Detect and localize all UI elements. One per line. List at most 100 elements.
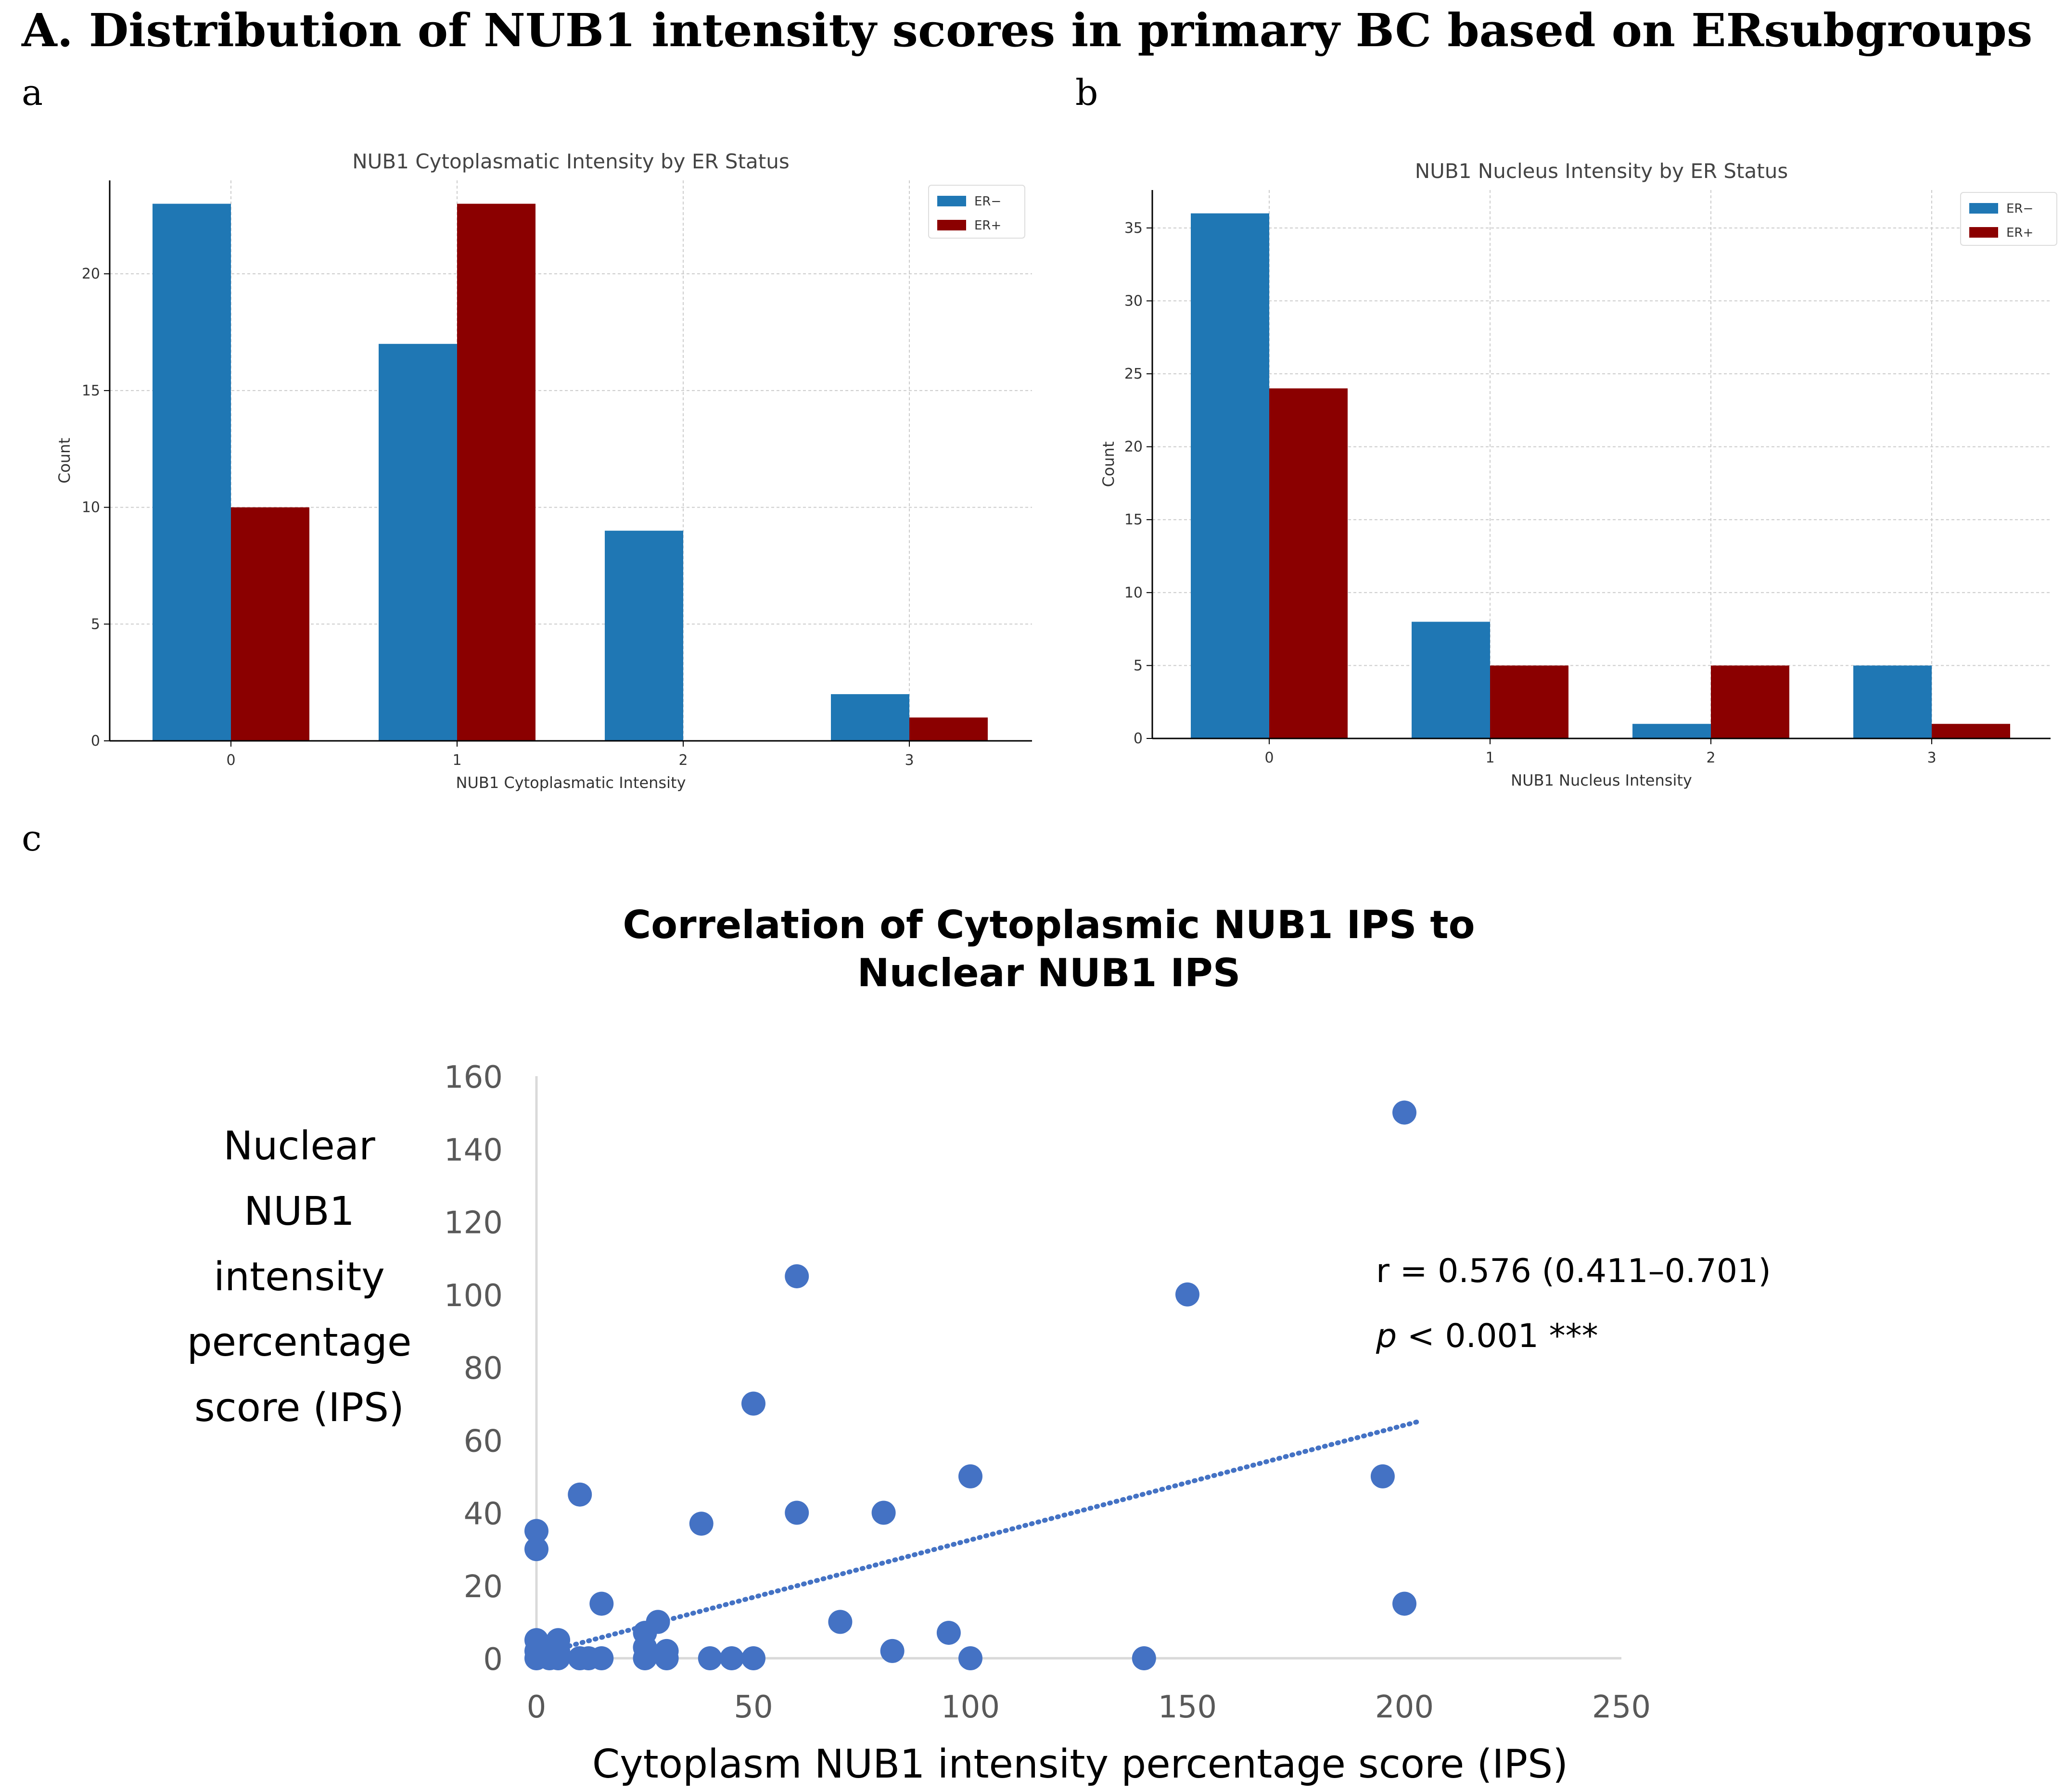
bar-er-pos-3: [1932, 724, 2010, 738]
p-symbol: p: [1376, 1317, 1397, 1355]
legend-swatch-er-neg: [937, 196, 966, 206]
y-tick-label: 15: [82, 382, 100, 399]
y-tick-label: 60: [464, 1423, 503, 1459]
bar-er-neg-3: [831, 694, 909, 741]
x-axis-title: NUB1 Nucleus Intensity: [1511, 771, 1692, 789]
bar-er-neg-0: [153, 203, 231, 741]
scatter-point: [828, 1610, 853, 1634]
scatter-point: [698, 1646, 722, 1670]
x-tick-label: 0: [1264, 750, 1274, 766]
bar-er-pos-0: [1269, 388, 1348, 738]
scatter-point: [654, 1646, 679, 1670]
x-axis-title: Cytoplasm NUB1 intensity percentage scor…: [592, 1741, 1568, 1787]
y-tick-label: 0: [483, 1642, 503, 1678]
scatter-point: [546, 1646, 571, 1670]
scatter-point: [1392, 1100, 1416, 1125]
y-axis-title-line-3: intensity: [214, 1254, 385, 1300]
panel-label-a: a: [22, 72, 43, 114]
legend-swatch-er-neg: [1969, 203, 1998, 214]
y-tick-label: 0: [91, 733, 100, 750]
y-axis-title-line-1: Nuclear: [223, 1123, 375, 1169]
y-tick-label: 25: [1124, 366, 1143, 382]
scatter-point: [871, 1500, 896, 1525]
y-tick-label: 10: [1124, 585, 1143, 601]
y-tick-label: 160: [444, 1060, 503, 1095]
panel-label-b: b: [1075, 72, 1098, 114]
x-tick-label: 2: [678, 752, 688, 769]
x-tick-label: 3: [1927, 750, 1936, 766]
scatter-point: [1370, 1464, 1395, 1488]
scatter-point: [589, 1591, 614, 1616]
y-tick-label: 40: [464, 1497, 503, 1532]
y-tick-label: 20: [82, 266, 100, 282]
x-tick-label: 0: [226, 752, 235, 769]
bar-er-neg-3: [1853, 665, 1932, 738]
y-tick-label: 140: [444, 1132, 503, 1168]
scatter-point: [689, 1512, 714, 1536]
scatter-point: [524, 1519, 548, 1543]
x-tick-label: 2: [1706, 750, 1715, 766]
y-tick-label: 35: [1124, 220, 1143, 237]
chart-a-cytoplasmatic-bar: 0 5 10 15 20 0 1 2 3 NUB1 Cytoplasmatic Intensity…: [55, 150, 1032, 792]
bar-er-pos-2: [1711, 665, 1789, 738]
trendline: [534, 1419, 1420, 1657]
chart-c-correlation-scatter: Correlation of Cytoplasmic NUB1 IPS toNu…: [187, 902, 1771, 1787]
y-tick-label: 100: [444, 1278, 503, 1314]
scatter-point: [719, 1646, 744, 1670]
legend-swatch-er-pos: [937, 220, 966, 230]
x-tick-label: 0: [527, 1690, 547, 1725]
scatter-point: [1392, 1591, 1416, 1616]
y-tick-label: 80: [464, 1351, 503, 1386]
y-tick-label: 30: [1124, 292, 1143, 309]
y-tick-label: 120: [444, 1206, 503, 1241]
legend-label-er-pos: ER+: [2006, 226, 2033, 240]
x-tick-label: 1: [452, 752, 461, 769]
x-tick-label: 200: [1375, 1690, 1434, 1725]
x-axis-title: NUB1 Cytoplasmatic Intensity: [456, 774, 686, 792]
y-tick-label: 20: [1124, 439, 1143, 456]
scatter-point: [1132, 1646, 1156, 1670]
scatter-point: [633, 1646, 657, 1670]
scatter-title-line-1: Correlation of Cytoplasmic NUB1 IPS to: [623, 902, 1475, 947]
correlation-p-text: p < 0.001 ***: [1376, 1317, 1598, 1355]
scatter-point: [646, 1610, 670, 1634]
correlation-r-text: r = 0.576 (0.411–0.701): [1376, 1252, 1771, 1290]
x-tick-label: 50: [734, 1690, 773, 1725]
scatter-point: [741, 1646, 765, 1670]
x-tick-label: 150: [1158, 1690, 1217, 1725]
y-axis-title-line-4: percentage: [187, 1320, 412, 1365]
y-axis-title: Count: [1099, 441, 1118, 487]
scatter-point: [958, 1646, 982, 1670]
scatter-point: [785, 1264, 809, 1288]
scatter-point: [568, 1482, 592, 1507]
legend-label-er-neg: ER−: [974, 194, 1001, 209]
y-axis-title-line-5: score (IPS): [194, 1385, 404, 1431]
scatter-point: [524, 1537, 548, 1562]
x-tick-label: 100: [941, 1690, 1000, 1725]
y-tick-label: 10: [82, 499, 100, 516]
legend-label-er-pos: ER+: [974, 218, 1001, 233]
bar-er-pos-3: [909, 717, 988, 741]
legend-label-er-neg: ER−: [2006, 202, 2033, 216]
figure-title: A. Distribution of NUB1 intensity scores…: [22, 4, 2033, 57]
y-tick-label: 0: [1134, 730, 1143, 747]
x-tick-label: 1: [1485, 750, 1494, 766]
scatter-point: [958, 1464, 982, 1488]
y-tick-label: 20: [464, 1569, 503, 1605]
bar-er-neg-1: [379, 343, 457, 741]
x-tick-label: 250: [1592, 1690, 1651, 1725]
chart-b-nucleus-bar: 0 5 10 15 20 25 30 35 0 1 2 3 NUB1 Nucleus Intensity…: [1099, 159, 2057, 789]
y-axis-title-line-2: NUB1: [244, 1189, 355, 1234]
scatter-title-line-2: Nuclear NUB1 IPS: [857, 951, 1241, 995]
y-tick-label: 15: [1124, 511, 1143, 528]
bar-er-neg-0: [1191, 213, 1269, 739]
scatter-point: [589, 1646, 614, 1670]
y-axis-title: Count: [55, 438, 74, 483]
scatter-point: [741, 1391, 765, 1416]
y-tick-label: 5: [1134, 657, 1143, 674]
bar-er-pos-1: [1490, 665, 1568, 738]
chart-title: NUB1 Cytoplasmatic Intensity by ER Statu…: [352, 150, 790, 173]
y-tick-label: 5: [91, 616, 100, 633]
chart-title: NUB1 Nucleus Intensity by ER Status: [1415, 159, 1788, 183]
